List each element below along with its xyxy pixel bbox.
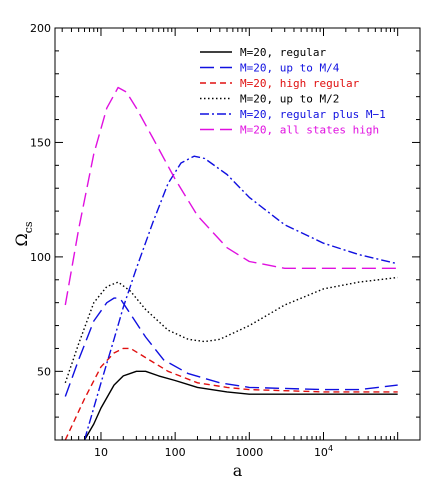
legend: M=20, regular M=20, up to M/4 M=20, high r… <box>200 46 386 137</box>
series-line-6 <box>64 86 398 306</box>
y-tick-label: 150 <box>30 136 51 149</box>
legend-label-5: M=20, regular plus M−1 <box>240 108 386 121</box>
series-line-5 <box>83 155 398 441</box>
plot-frame <box>54 27 421 441</box>
ticks-layer: 50100150200101001000104106 <box>30 22 421 459</box>
legend-label-4: M=20, up to M/2 <box>240 93 339 106</box>
y-axis-title-subscript: cs <box>22 221 35 233</box>
legend-label-1: M=20, regular <box>240 46 326 59</box>
legend-label-6: M=20, all states high <box>240 124 379 137</box>
series-line-4 <box>64 276 398 384</box>
legend-label-3: M=20, high regular <box>240 77 360 90</box>
legend-label-2: M=20, up to M/4 <box>240 62 340 75</box>
x-axis-title: a <box>233 461 243 480</box>
series-line-2 <box>64 297 398 397</box>
y-tick-label: 50 <box>37 365 51 378</box>
x-tick-label: 1000 <box>235 446 263 459</box>
x-tick-label: 100 <box>165 446 186 459</box>
series-line-3 <box>64 347 398 441</box>
y-tick-label: 100 <box>30 251 51 264</box>
y-axis-title: Ωcs <box>12 221 35 246</box>
x-tick-label: 10 <box>94 446 108 459</box>
series-line-1 <box>83 370 398 441</box>
x-tick-label: 104 <box>314 444 333 459</box>
series-layer <box>64 86 398 441</box>
y-tick-label: 200 <box>30 22 51 35</box>
y-axis-title-main: Ω <box>12 233 31 246</box>
